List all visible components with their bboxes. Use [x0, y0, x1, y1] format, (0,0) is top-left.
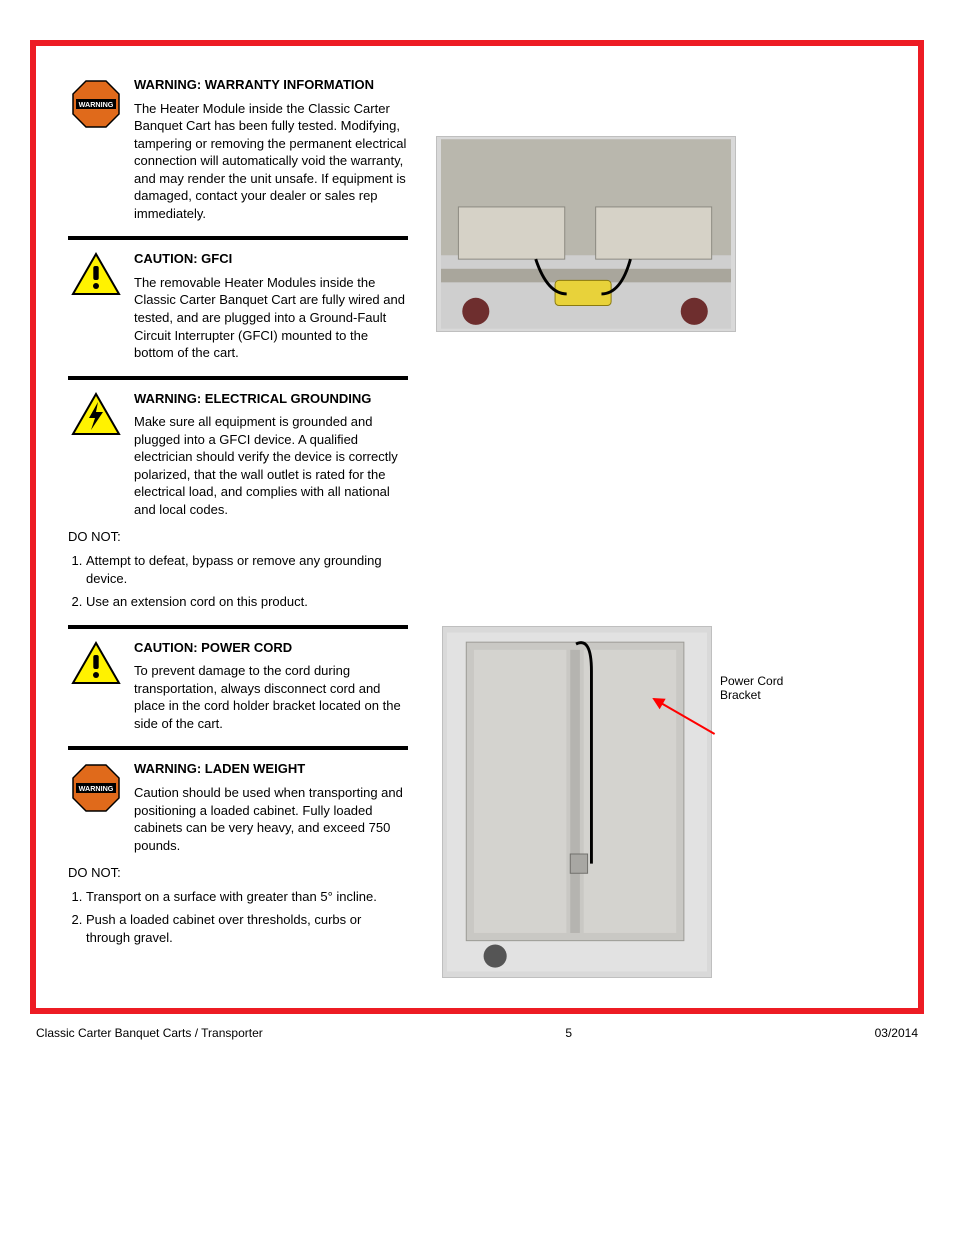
icon-container: WARNING	[68, 76, 124, 130]
section-head-text: WARNING: WARRANTY INFORMATION The Heater…	[134, 76, 408, 222]
cart-side-photo-svg	[447, 626, 707, 978]
warning-octagon-icon: WARNING	[70, 78, 122, 130]
page-footer: Classic Carter Banquet Carts / Transport…	[30, 1014, 924, 1040]
figure-cart-side	[442, 626, 712, 978]
section-head-body: To prevent damage to the cord during tra…	[134, 663, 401, 731]
caution-triangle-icon	[71, 641, 121, 685]
section-title: WARNING: LADEN WEIGHT	[134, 760, 408, 778]
section-head-text: WARNING: LADEN WEIGHT Caution should be …	[134, 760, 408, 854]
divider	[68, 746, 408, 750]
section-body-block: DO NOT: Attempt to defeat, bypass or rem…	[68, 528, 408, 610]
icon-container	[68, 639, 124, 685]
img1-wrap	[436, 136, 886, 566]
section-head-body: Make sure all equipment is grounded and …	[134, 414, 398, 517]
divider	[68, 236, 408, 240]
section-head-body: The removable Heater Modules inside the …	[134, 275, 405, 360]
footer-page-number: 5	[565, 1026, 572, 1040]
caution-triangle-icon	[71, 252, 121, 296]
section-head: CAUTION: GFCI The removable Heater Modul…	[68, 250, 408, 361]
electric-triangle-icon	[71, 392, 121, 436]
list-item: Attempt to defeat, bypass or remove any …	[86, 552, 408, 587]
list-item: Use an extension cord on this product.	[86, 593, 408, 611]
footer-left: Classic Carter Banquet Carts / Transport…	[36, 1026, 263, 1040]
left-column: WARNING WARNING: WARRANTY INFORMATION Th…	[68, 76, 408, 978]
icon-container: WARNING	[68, 760, 124, 814]
img2-wrap: Power Cord Bracket	[436, 626, 886, 978]
page: WARNING WARNING: WARRANTY INFORMATION Th…	[0, 0, 954, 1235]
section-title: WARNING: ELECTRICAL GROUNDING	[134, 390, 408, 408]
footer-date: 03/2014	[875, 1026, 918, 1040]
two-column-layout: WARNING WARNING: WARRANTY INFORMATION Th…	[68, 76, 886, 978]
list-item: Push a loaded cabinet over thresholds, c…	[86, 911, 408, 946]
figure-gfci	[436, 136, 736, 332]
section-body: The Heater Module inside the Classic Car…	[134, 101, 406, 221]
section-head-text: WARNING: ELECTRICAL GROUNDING Make sure …	[134, 390, 408, 519]
donot-label: DO NOT:	[68, 864, 408, 882]
section-powercord: CAUTION: POWER CORD To prevent damage to…	[68, 639, 408, 733]
warning-octagon-icon: WARNING	[70, 762, 122, 814]
divider	[68, 376, 408, 380]
donot-list: Attempt to defeat, bypass or remove any …	[68, 552, 408, 611]
icon-container	[68, 250, 124, 296]
right-column: Power Cord Bracket	[436, 76, 886, 978]
gfci-photo-svg	[441, 136, 731, 332]
section-title: WARNING: WARRANTY INFORMATION	[134, 76, 408, 94]
svg-text:WARNING: WARNING	[79, 100, 114, 109]
donot-list: Transport on a surface with greater than…	[68, 888, 408, 947]
section-warranty: WARNING WARNING: WARRANTY INFORMATION Th…	[68, 76, 408, 222]
section-body-block: DO NOT: Transport on a surface with grea…	[68, 864, 408, 946]
section-head-text: CAUTION: POWER CORD To prevent damage to…	[134, 639, 408, 733]
section-title: CAUTION: POWER CORD	[134, 639, 408, 657]
section-electrical: WARNING: ELECTRICAL GROUNDING Make sure …	[68, 390, 408, 611]
section-head: WARNING: ELECTRICAL GROUNDING Make sure …	[68, 390, 408, 519]
section-head: CAUTION: POWER CORD To prevent damage to…	[68, 639, 408, 733]
divider	[68, 625, 408, 629]
section-head-text: CAUTION: GFCI The removable Heater Modul…	[134, 250, 408, 361]
donot-label: DO NOT:	[68, 528, 408, 546]
icon-container	[68, 390, 124, 436]
warning-border-box: WARNING WARNING: WARRANTY INFORMATION Th…	[30, 40, 924, 1014]
arrow-label: Power Cord Bracket	[720, 674, 800, 703]
section-gfci: CAUTION: GFCI The removable Heater Modul…	[68, 250, 408, 361]
svg-text:WARNING: WARNING	[79, 784, 114, 793]
section-ladenweight: WARNING WARNING: LADEN WEIGHT Caution sh…	[68, 760, 408, 946]
section-title: CAUTION: GFCI	[134, 250, 408, 268]
section-head: WARNING WARNING: WARRANTY INFORMATION Th…	[68, 76, 408, 222]
section-head: WARNING WARNING: LADEN WEIGHT Caution sh…	[68, 760, 408, 854]
section-head-body: Caution should be used when transporting…	[134, 785, 403, 853]
list-item: Transport on a surface with greater than…	[86, 888, 408, 906]
